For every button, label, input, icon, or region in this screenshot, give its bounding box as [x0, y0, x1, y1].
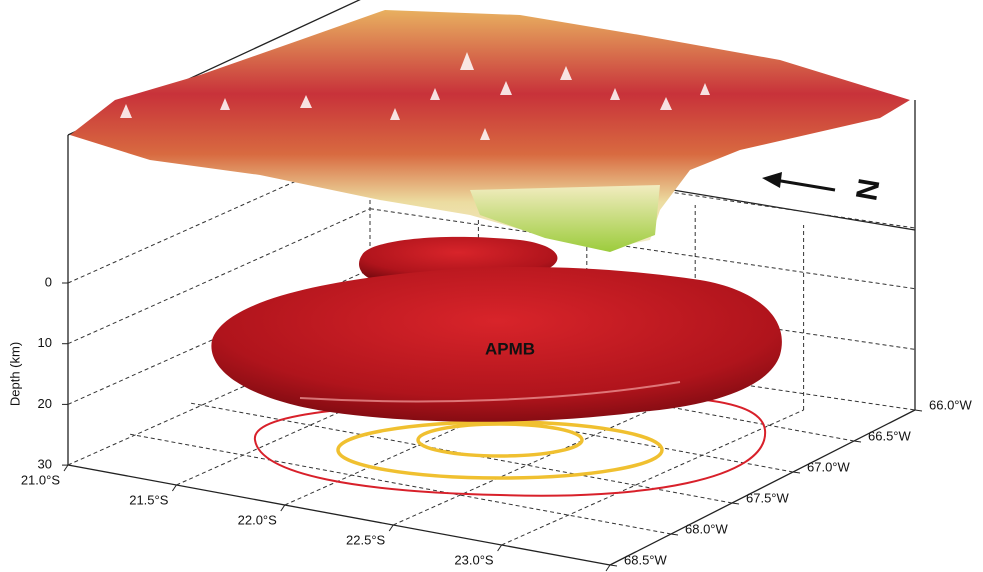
- longitude-tick-label: 66.0°W: [929, 397, 973, 412]
- depth-tick-label: 10: [38, 335, 52, 350]
- outer-ring: [338, 422, 662, 478]
- longitude-tick-label: 68.0°W: [685, 521, 729, 536]
- longitude-tick: [915, 410, 922, 411]
- longitude-tick: [671, 534, 678, 535]
- grid-line: [129, 434, 671, 534]
- latitude-tick: [606, 565, 610, 571]
- body-label: APMB: [485, 339, 535, 358]
- depth-axis-label: Depth (km): [7, 342, 22, 406]
- terrain: [70, 10, 910, 252]
- longitude-tick: [610, 565, 617, 566]
- inner-ring: [418, 424, 582, 456]
- north-arrow: N: [762, 172, 887, 203]
- latitude-tick-label: 23.0°S: [454, 552, 494, 567]
- latitude-tick-label: 21.0°S: [21, 472, 61, 487]
- longitude-tick: [793, 472, 800, 473]
- depth-tick-label: 0: [45, 274, 52, 289]
- figure: APMB N Depth (km) 0 10 20 3021.0°S 21.5°S 22.…: [0, 0, 983, 572]
- depth-tick-label: 20: [38, 396, 52, 411]
- longitude-tick-label: 67.5°W: [746, 490, 790, 505]
- depth-tick-label: 30: [38, 457, 52, 472]
- north-label: N: [850, 176, 886, 203]
- latitude-tick: [172, 485, 176, 491]
- latitude-tick-label: 21.5°S: [129, 492, 169, 507]
- latitude-tick-label: 22.5°S: [346, 532, 386, 547]
- latitude-tick: [498, 545, 502, 551]
- longitude-tick-label: 67.0°W: [807, 459, 851, 474]
- longitude-tick-label: 66.5°W: [868, 428, 912, 443]
- latitude-tick: [281, 505, 285, 511]
- longitude-tick-label: 68.5°W: [624, 552, 668, 567]
- latitude-tick: [389, 525, 393, 531]
- latitude-tick-label: 22.0°S: [238, 512, 278, 527]
- longitude-tick: [732, 503, 739, 504]
- apmb-body: APMB: [211, 237, 781, 422]
- latitude-tick: [64, 465, 68, 471]
- longitude-tick: [854, 441, 861, 442]
